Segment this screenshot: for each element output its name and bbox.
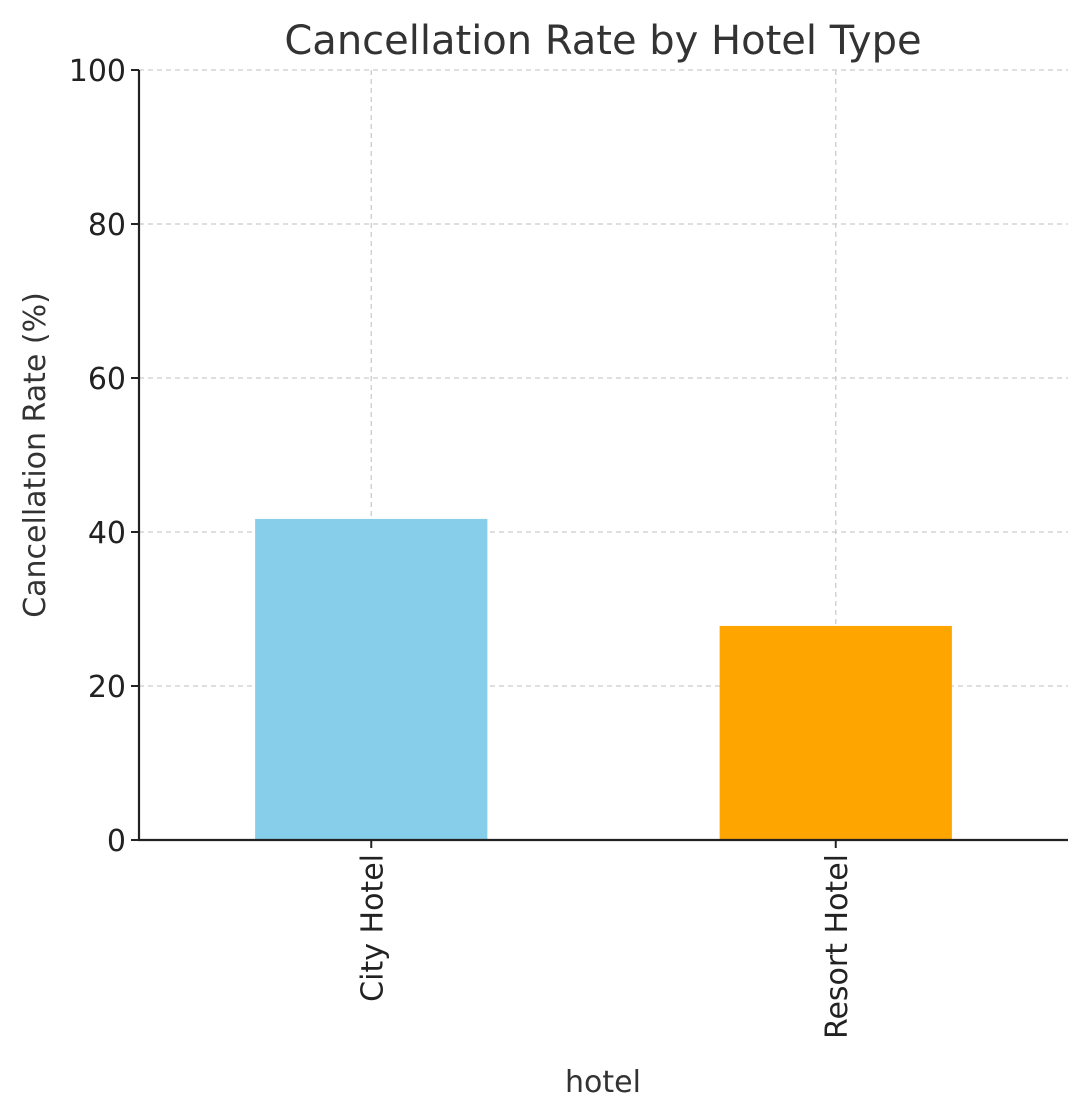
chart-title: Cancellation Rate by Hotel Type — [284, 18, 921, 64]
bar-city-hotel — [255, 518, 488, 840]
y-axis-label: Cancellation Rate (%) — [18, 292, 53, 618]
axes — [137, 70, 1068, 842]
y-tick-label: 0 — [107, 824, 126, 859]
x-tick-label: City Hotel — [355, 854, 390, 1002]
x-ticks: City Hotel Resort Hotel — [355, 840, 855, 1039]
y-tick-label: 60 — [88, 362, 126, 397]
bar-resort-hotel — [719, 625, 952, 840]
y-tick-label: 20 — [88, 670, 126, 705]
bars — [255, 518, 952, 840]
x-axis-label: hotel — [565, 1065, 641, 1100]
y-tick-label: 80 — [88, 208, 126, 243]
y-ticks: 0 20 40 60 80 100 — [69, 54, 139, 859]
x-tick-label: Resort Hotel — [820, 854, 855, 1039]
y-tick-label: 100 — [69, 54, 126, 89]
y-tick-label: 40 — [88, 516, 126, 551]
